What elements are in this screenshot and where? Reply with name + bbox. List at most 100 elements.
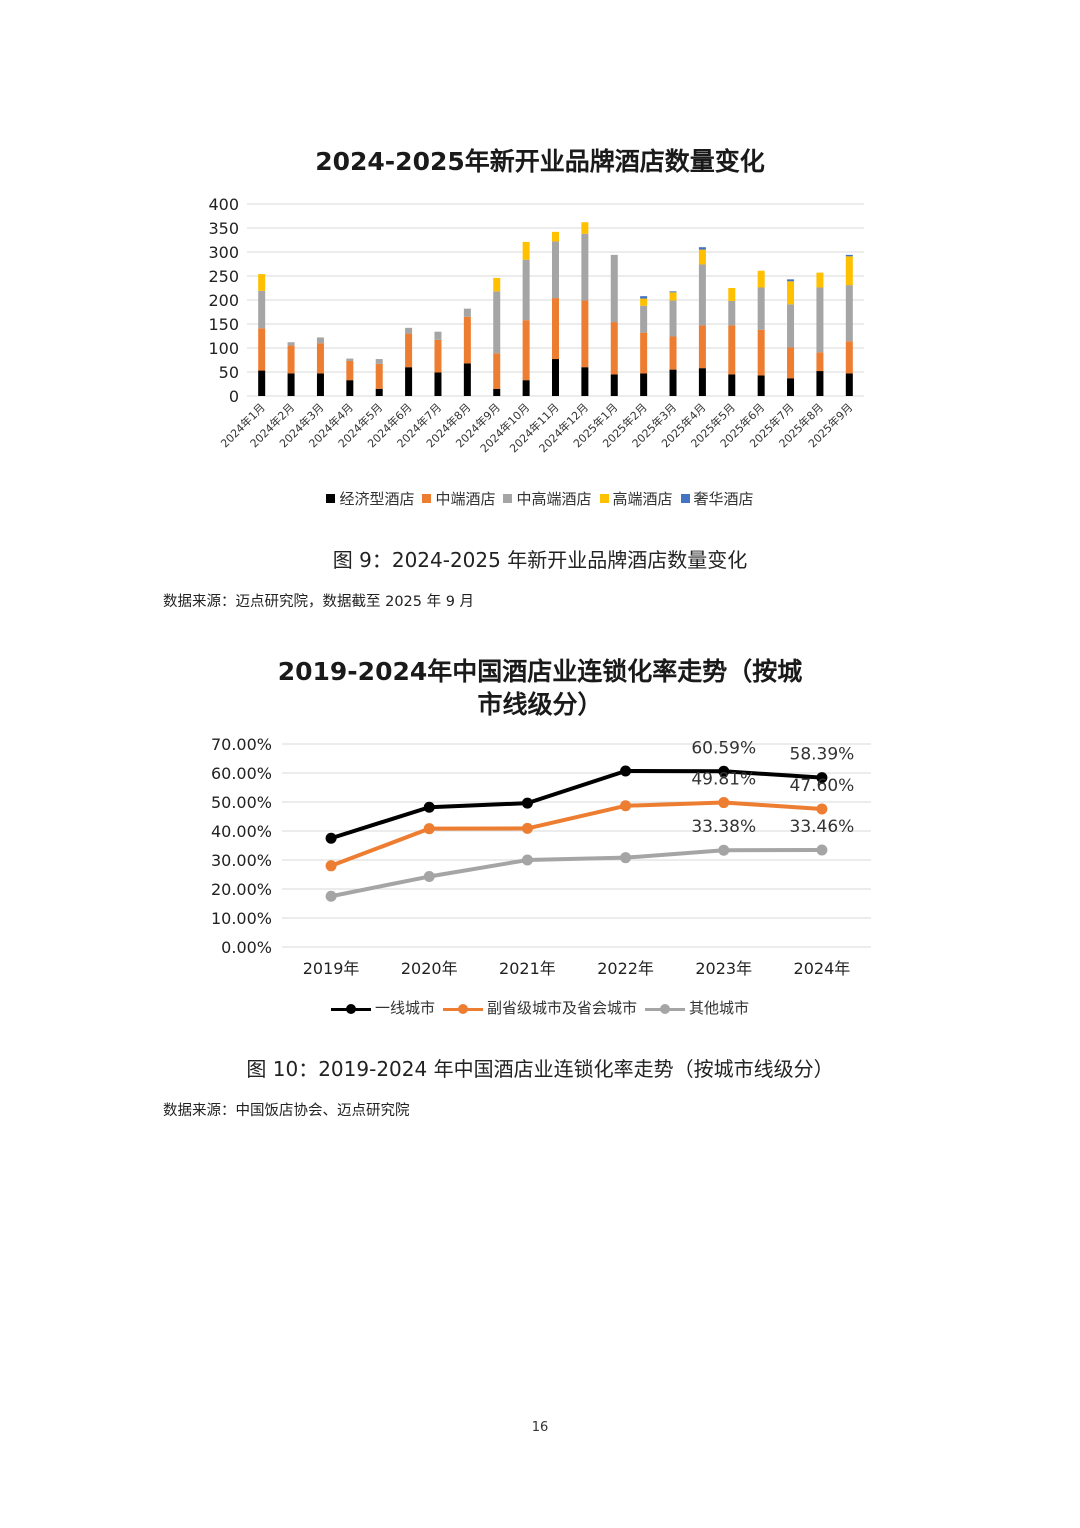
data-label: 47.60% [790, 776, 855, 796]
bar-segment [757, 329, 765, 376]
bar-segment [581, 367, 589, 396]
bar-segment [845, 254, 853, 257]
bar-segment [787, 347, 795, 379]
bar-segment [669, 291, 677, 293]
bar-segment [522, 320, 530, 381]
legend-label: 一线城市 [374, 999, 435, 1017]
series-point [620, 765, 632, 777]
legend-item: 奢华酒店 [680, 488, 754, 509]
bar-segment [728, 288, 736, 301]
legend-line-swatch [330, 1002, 371, 1016]
bar-segment [346, 358, 354, 361]
y-tick-label: 350 [208, 219, 239, 238]
x-tick-label: 2020年 [401, 959, 458, 978]
legend-line-swatch [645, 1002, 685, 1016]
bar-segment [434, 372, 442, 396]
series-point [325, 832, 337, 844]
bar-segment [669, 336, 677, 370]
bar-segment [522, 380, 530, 396]
y-tick-label: 400 [208, 195, 239, 214]
line-chart-title-line2: 市线级分） [477, 690, 603, 719]
bar-segment [581, 233, 589, 301]
bar-segment [434, 331, 442, 340]
series-point [423, 801, 435, 813]
y-tick-label: 250 [208, 267, 239, 286]
legend-swatch [326, 494, 336, 503]
series-point [620, 800, 632, 812]
bar-segment [316, 373, 324, 396]
series-point [816, 803, 828, 815]
legend-item: 一线城市 [330, 997, 435, 1018]
bar-segment [669, 300, 677, 337]
bar-segment [757, 270, 765, 288]
y-tick-label: 70.00% [211, 735, 272, 754]
bar-segment [845, 341, 853, 374]
bar-segment [405, 367, 413, 396]
legend-label: 其他城市 [689, 999, 750, 1017]
legend-swatch [599, 494, 609, 503]
y-tick-label: 200 [208, 291, 239, 310]
legend-label: 经济型酒店 [339, 490, 415, 508]
bar-segment [463, 316, 471, 364]
bar-segment [405, 327, 413, 334]
bar-segment [522, 241, 530, 260]
bar-segment [787, 304, 795, 348]
series-point [816, 844, 828, 856]
legend-item: 中高端酒店 [503, 488, 592, 509]
bar-chart: 0501001502002503003504002024年1月2024年2月20… [208, 195, 864, 455]
bar-segment [669, 369, 677, 396]
x-tick-label: 2019年 [303, 959, 360, 978]
bar-segment [463, 308, 471, 317]
figure-9-source: 数据来源：迈点研究院，数据截至 2025 年 9 月 [163, 594, 475, 610]
bar-segment [845, 256, 853, 286]
bar-segment [669, 292, 677, 301]
bar-segment [552, 241, 559, 299]
y-tick-label: 100 [208, 339, 239, 358]
bar-segment [258, 328, 266, 371]
bar-segment [493, 388, 501, 396]
bar-segment [493, 277, 501, 292]
data-label: 60.59% [691, 738, 756, 758]
y-tick-label: 150 [208, 315, 239, 334]
series-point [521, 854, 533, 866]
legend-label: 高端酒店 [612, 490, 673, 508]
bar-segment [728, 374, 736, 396]
y-tick-label: 300 [208, 243, 239, 262]
bar-segment [698, 325, 706, 369]
line-chart: 0.00% 10.00% 20.00% 30.00% 40.00% 50.00% 60.00… [211, 735, 871, 978]
bar-segment [552, 231, 559, 242]
legend-label: 副省级城市及省会城市 [486, 999, 637, 1017]
bar-segment [728, 325, 736, 375]
series-point [718, 765, 730, 777]
bar-segment [787, 378, 795, 396]
bar-segment [757, 287, 765, 330]
series-point [325, 860, 337, 872]
bar-segment [816, 352, 824, 372]
bar-segment [287, 373, 295, 396]
x-tick-label: 2021年 [499, 959, 556, 978]
legend-label: 中端酒店 [435, 490, 496, 508]
bar-segment [787, 279, 795, 282]
data-label: 58.39% [790, 745, 855, 765]
legend-item: 副省级城市及省会城市 [442, 997, 637, 1018]
figure-10-caption: 图 10：2019-2024 年中国酒店业连锁化率走势（按城市线级分） [246, 1057, 834, 1081]
series-point [718, 797, 730, 809]
bar-segment [698, 264, 706, 326]
bar-chart-legend: 经济型酒店 中端酒店 中高端酒店 高端酒店 奢华酒店 [0, 488, 1080, 509]
bar-segment [640, 296, 648, 299]
series-point [521, 797, 533, 809]
series-point [325, 890, 337, 902]
y-tick-label: 50 [219, 363, 239, 382]
legend-label: 中高端酒店 [516, 490, 592, 508]
legend-line-swatch [442, 1002, 483, 1016]
bar-segment [405, 333, 413, 368]
x-tick-label: 2022年 [597, 959, 654, 978]
y-tick-label: 40.00% [211, 822, 272, 841]
bar-segment [698, 247, 706, 250]
series-point [423, 823, 435, 835]
bar-segment [816, 371, 824, 396]
series-point [816, 772, 828, 784]
bar-segment [316, 337, 324, 344]
series-line [330, 800, 823, 868]
bar-segment [287, 345, 295, 374]
